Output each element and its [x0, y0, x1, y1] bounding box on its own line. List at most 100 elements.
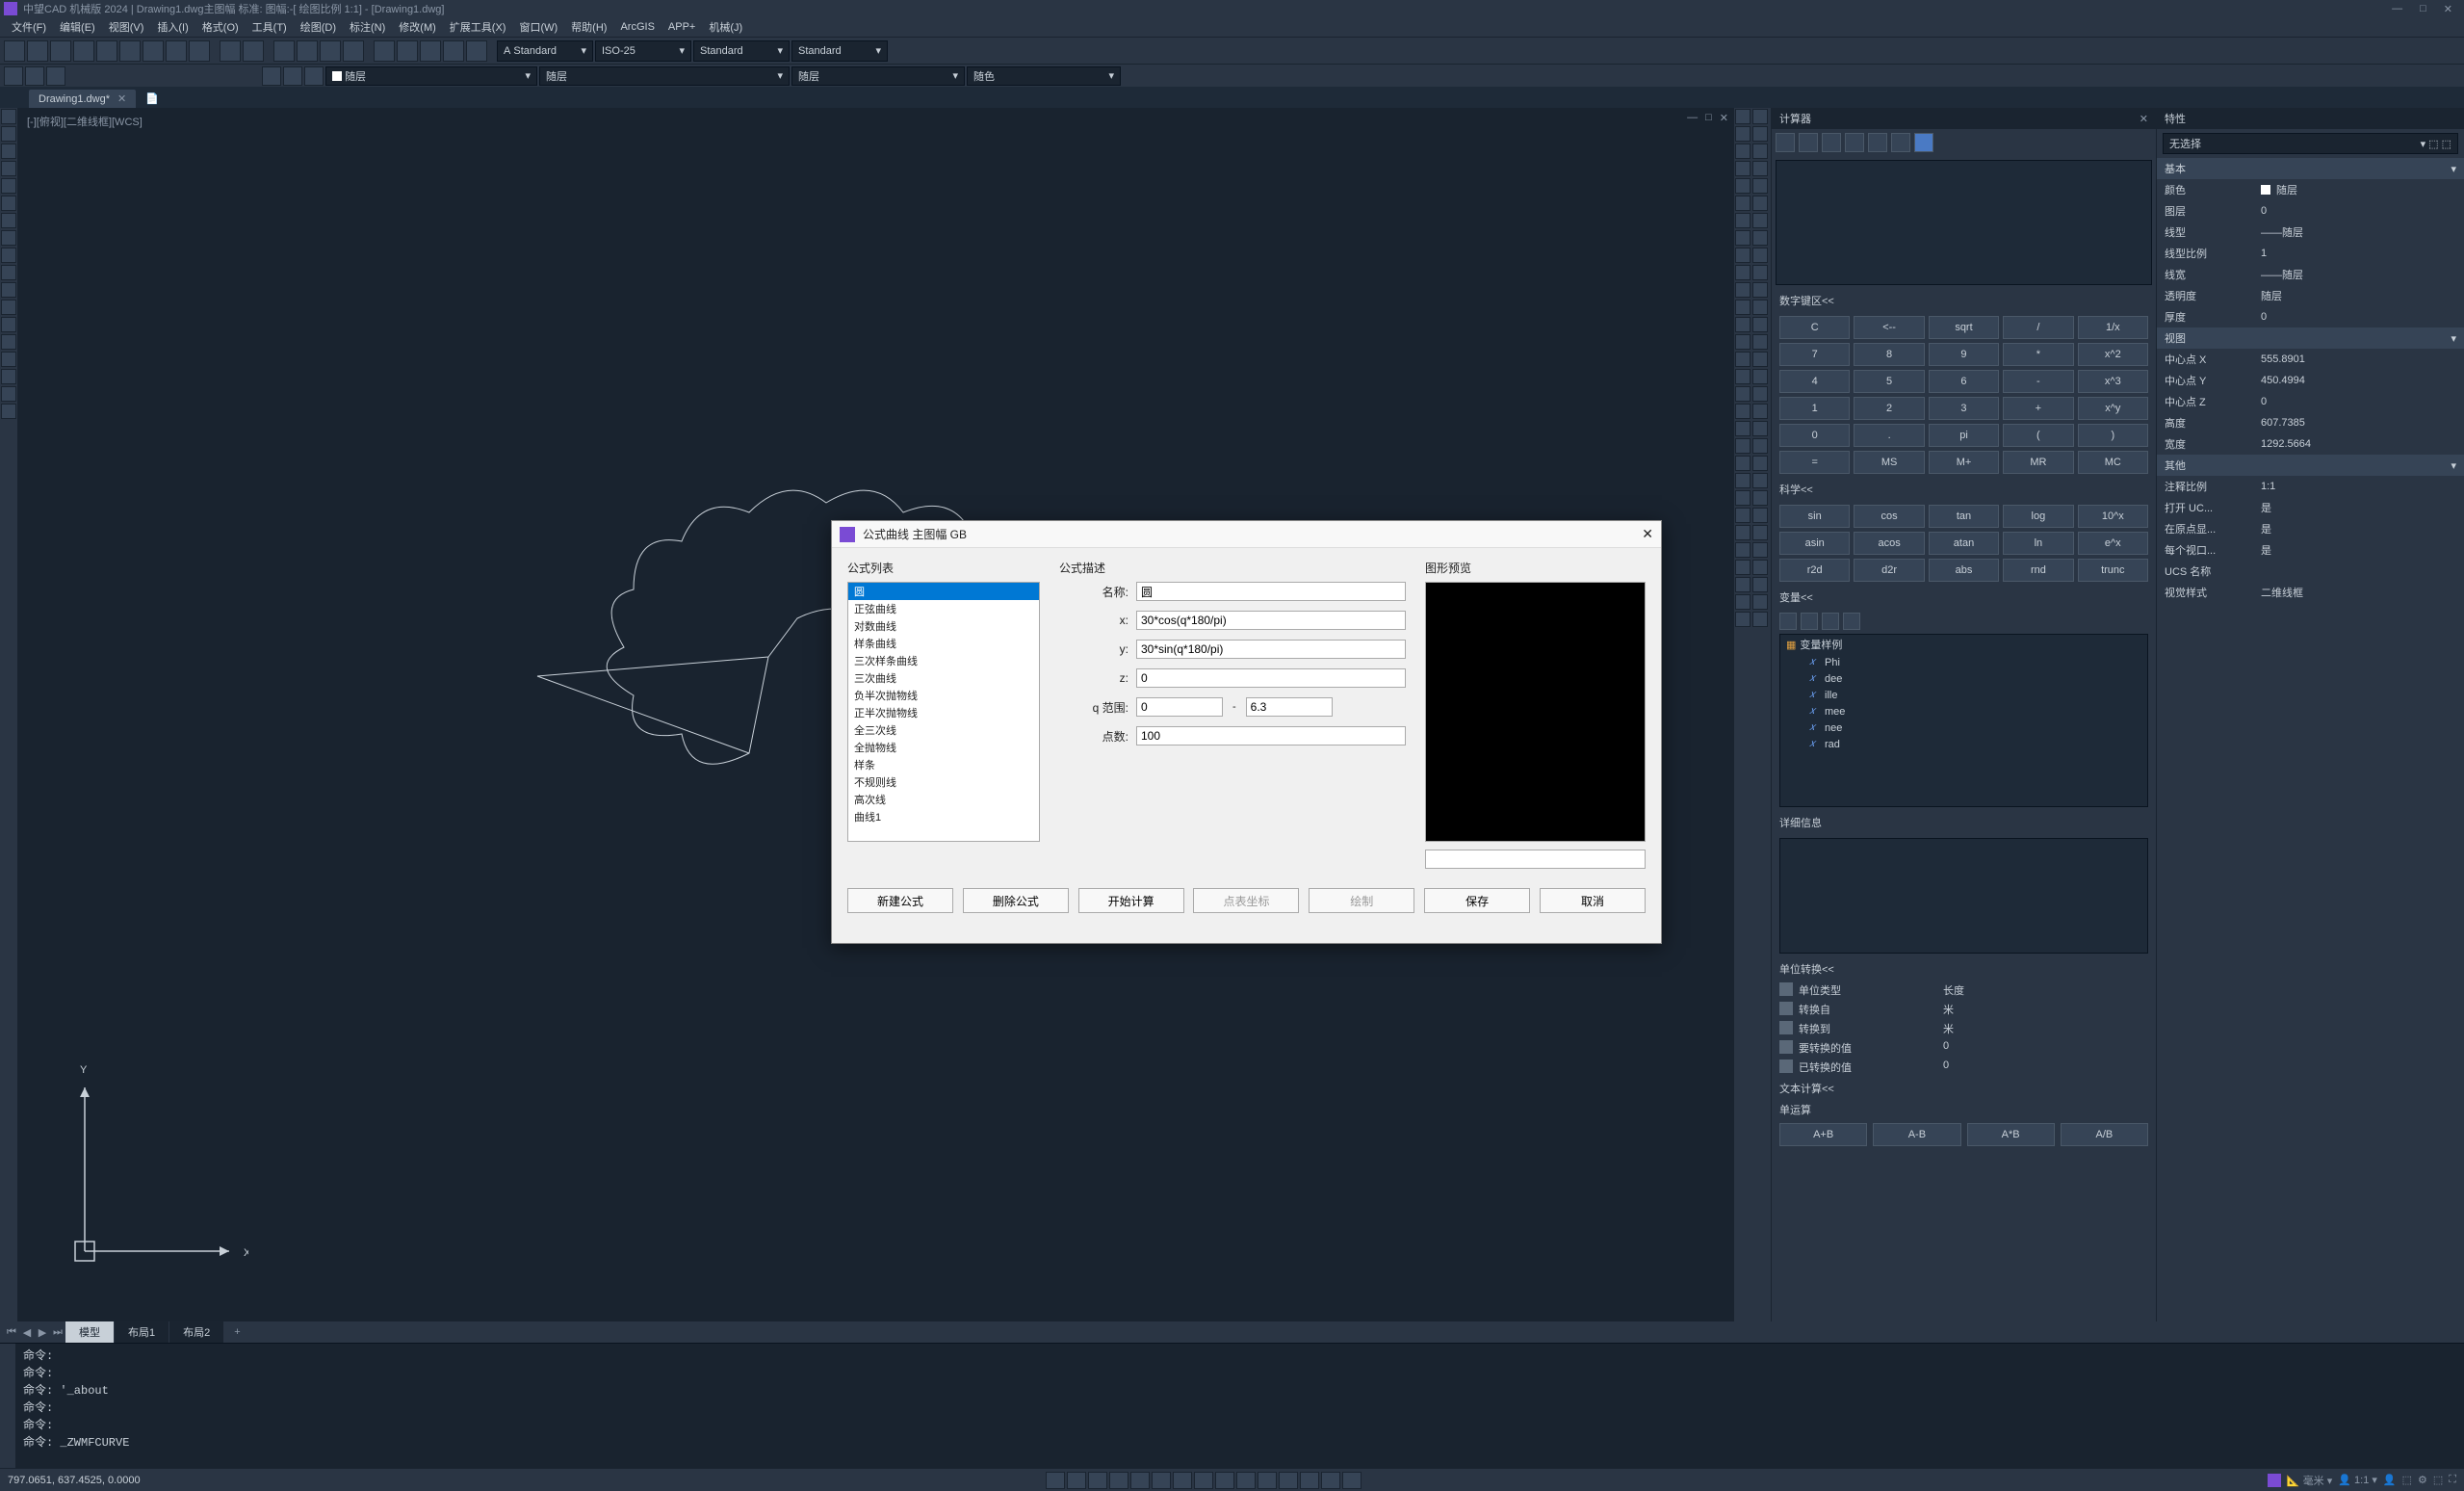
textcalc-btn[interactable]: A-B — [1873, 1123, 1960, 1146]
calc-sci-key[interactable]: asin — [1779, 532, 1850, 555]
status-toggle-icon[interactable] — [1067, 1472, 1086, 1489]
dialog-button[interactable]: 点表坐标 — [1193, 888, 1299, 913]
menu-item[interactable]: ArcGIS — [614, 19, 660, 35]
modify-tool-icon[interactable] — [1735, 490, 1751, 506]
calc-key[interactable]: * — [2003, 343, 2073, 366]
props-row[interactable]: 透明度随层 — [2157, 285, 2464, 306]
modify-tool-icon[interactable] — [1735, 508, 1751, 523]
formula-list-item[interactable]: 全三次线 — [848, 721, 1039, 739]
minimize-button[interactable]: — — [2392, 3, 2402, 15]
calc-int-icon[interactable] — [1891, 133, 1910, 152]
draw-tool-icon[interactable] — [1, 265, 16, 280]
draw-tool-icon[interactable] — [1, 386, 16, 402]
calc-key[interactable]: 8 — [1854, 343, 1924, 366]
calc-key[interactable]: = — [1779, 451, 1850, 474]
calc-help-icon[interactable] — [1914, 133, 1933, 152]
modify-tool-icon[interactable] — [1735, 161, 1751, 176]
modify-tool-icon[interactable] — [1752, 438, 1768, 454]
layout-tab[interactable]: 布局2 — [169, 1321, 223, 1343]
draw-tool-icon[interactable] — [1, 213, 16, 228]
status-toggle-icon[interactable] — [1300, 1472, 1319, 1489]
formula-list-item[interactable]: 高次线 — [848, 791, 1039, 808]
menu-item[interactable]: 格式(O) — [196, 17, 245, 37]
maximize-button[interactable]: □ — [2420, 3, 2426, 15]
modify-tool-icon[interactable] — [1752, 473, 1768, 488]
cut-icon[interactable] — [119, 40, 141, 62]
calc-angle-icon[interactable] — [1868, 133, 1887, 152]
menu-item[interactable]: 修改(M) — [393, 17, 442, 37]
calc-pick-icon[interactable] — [1822, 133, 1841, 152]
modify-tool-icon[interactable] — [1735, 456, 1751, 471]
draw-tool-icon[interactable] — [1, 334, 16, 350]
modify-tool-icon[interactable] — [1735, 369, 1751, 384]
modify-tool-icon[interactable] — [1735, 196, 1751, 211]
props-section-header[interactable]: 其他▾ — [2157, 455, 2464, 476]
style4-combo[interactable]: Standard▾ — [791, 40, 888, 62]
modify-tool-icon[interactable] — [1752, 456, 1768, 471]
modify-tool-icon[interactable] — [1752, 178, 1768, 194]
tab-prev-icon[interactable]: ◀ — [19, 1324, 35, 1340]
selection-combo[interactable]: 无选择▾ ⬚ ⬚ — [2163, 133, 2458, 154]
copy-icon[interactable] — [143, 40, 164, 62]
tab-close-icon[interactable]: ✕ — [117, 92, 126, 105]
modify-tool-icon[interactable] — [1752, 542, 1768, 558]
name-input[interactable] — [1136, 582, 1406, 601]
modify-tool-icon[interactable] — [1735, 612, 1751, 627]
q-from-input[interactable] — [1136, 697, 1223, 717]
calc-key[interactable]: 1 — [1779, 397, 1850, 420]
var-btn-icon[interactable] — [1779, 613, 1797, 630]
status-toggle-icon[interactable] — [1194, 1472, 1213, 1489]
formula-list[interactable]: 圆正弦曲线对数曲线样条曲线三次样条曲线三次曲线负半次抛物线正半次抛物线全三次线全… — [847, 582, 1040, 842]
lineweight-combo[interactable]: 随层▾ — [791, 66, 965, 86]
calc-sci-key[interactable]: e^x — [2078, 532, 2148, 555]
formula-list-item[interactable]: 对数曲线 — [848, 617, 1039, 635]
calc-dist-icon[interactable] — [1845, 133, 1864, 152]
props-row[interactable]: 线宽——随层 — [2157, 264, 2464, 285]
status-toggle-icon[interactable] — [1173, 1472, 1192, 1489]
status-tool4-icon[interactable]: ⬚ — [2433, 1474, 2443, 1486]
modify-tool-icon[interactable] — [1735, 352, 1751, 367]
modify-tool-icon[interactable] — [1752, 560, 1768, 575]
menu-item[interactable]: APP+ — [662, 19, 701, 35]
print-icon[interactable] — [73, 40, 94, 62]
formula-list-item[interactable]: 负半次抛物线 — [848, 687, 1039, 704]
calc-key[interactable]: 5 — [1854, 370, 1924, 393]
status-tool2-icon[interactable]: ⬚ — [2402, 1474, 2412, 1486]
linetype-combo[interactable]: 随层▾ — [539, 66, 790, 86]
formula-list-item[interactable]: 圆 — [848, 583, 1039, 600]
modify-tool-icon[interactable] — [1735, 109, 1751, 124]
props-row[interactable]: 宽度1292.5664 — [2157, 433, 2464, 455]
status-toggle-icon[interactable] — [1321, 1472, 1340, 1489]
z-input[interactable] — [1136, 668, 1406, 688]
unit-row[interactable]: 转换自米 — [1772, 1000, 2156, 1019]
props-row[interactable]: 厚度0 — [2157, 306, 2464, 327]
paste-icon[interactable] — [166, 40, 187, 62]
calc-sci-key[interactable]: abs — [1929, 559, 1999, 582]
tab-first-icon[interactable]: ⏮ — [4, 1324, 19, 1340]
menu-item[interactable]: 视图(V) — [103, 17, 150, 37]
formula-list-item[interactable]: 不规则线 — [848, 773, 1039, 791]
dialog-button[interactable]: 开始计算 — [1078, 888, 1184, 913]
menu-item[interactable]: 编辑(E) — [54, 17, 101, 37]
props-row[interactable]: 高度607.7385 — [2157, 412, 2464, 433]
modify-tool-icon[interactable] — [1752, 369, 1768, 384]
variable-item[interactable]: 𝑥Phi — [1780, 654, 2147, 670]
tool3-icon[interactable] — [320, 40, 341, 62]
props-row[interactable]: 打开 UC...是 — [2157, 497, 2464, 518]
variable-item[interactable]: 𝑥rad — [1780, 736, 2147, 752]
y-input[interactable] — [1136, 640, 1406, 659]
formula-list-item[interactable]: 正半次抛物线 — [848, 704, 1039, 721]
tool5-icon[interactable] — [374, 40, 395, 62]
ltool3-icon[interactable] — [304, 66, 324, 86]
unit-row[interactable]: 转换到米 — [1772, 1019, 2156, 1038]
calc-key[interactable]: / — [2003, 316, 2073, 339]
status-toggle-icon[interactable] — [1152, 1472, 1171, 1489]
textcalc-header[interactable]: 文本计算<< — [1772, 1077, 2156, 1100]
props-row[interactable]: 视觉样式二维线框 — [2157, 582, 2464, 603]
modify-tool-icon[interactable] — [1752, 421, 1768, 436]
draw-tool-icon[interactable] — [1, 404, 16, 419]
modify-tool-icon[interactable] — [1735, 438, 1751, 454]
sci-header[interactable]: 科学<< — [1772, 478, 2156, 501]
props-section-header[interactable]: 视图▾ — [2157, 327, 2464, 349]
dialog-close-icon[interactable]: ✕ — [1642, 526, 1653, 542]
